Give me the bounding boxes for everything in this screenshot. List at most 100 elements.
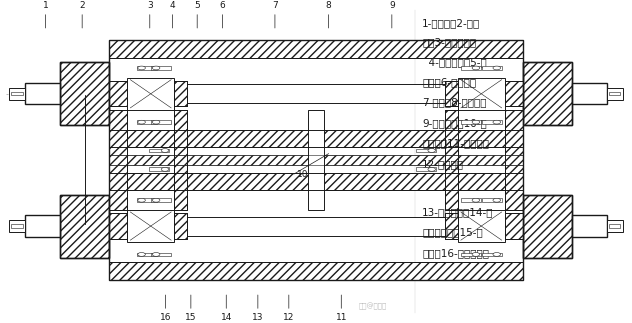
Bar [151, 120, 171, 124]
Bar [458, 210, 505, 242]
Bar [25, 83, 60, 105]
Circle shape [138, 66, 145, 70]
Bar [505, 214, 523, 239]
Text: 承挡圈；11-长轴套；: 承挡圈；11-长轴套； [422, 139, 489, 149]
Bar [461, 253, 481, 256]
Bar [572, 83, 607, 105]
Bar [482, 66, 502, 70]
Bar [445, 81, 458, 106]
Bar [174, 109, 187, 210]
Bar [609, 92, 620, 95]
Circle shape [138, 253, 145, 256]
Bar [174, 81, 187, 106]
Text: 套；3-油封轴套；: 套；3-油封轴套； [422, 37, 477, 47]
Text: 4: 4 [170, 1, 175, 10]
Circle shape [493, 253, 501, 256]
Bar [523, 194, 572, 257]
Text: 油孔；16-骨架油封，: 油孔；16-骨架油封， [422, 248, 489, 258]
Text: 2: 2 [80, 1, 85, 10]
Bar [60, 62, 109, 125]
Bar [60, 62, 109, 125]
Bar [607, 220, 623, 232]
Bar [505, 109, 523, 210]
Bar [109, 172, 523, 190]
Bar [109, 155, 523, 165]
Bar [607, 88, 623, 100]
Bar [109, 81, 127, 106]
Circle shape [493, 66, 501, 70]
Bar [523, 62, 572, 125]
Bar [109, 40, 523, 57]
Bar [174, 214, 187, 239]
Text: 13: 13 [252, 313, 264, 322]
Bar [482, 120, 502, 124]
Bar [445, 214, 458, 239]
Text: 7: 7 [272, 1, 278, 10]
Circle shape [152, 66, 160, 70]
Text: 1: 1 [42, 1, 49, 10]
Bar [461, 198, 481, 202]
Circle shape [493, 120, 501, 124]
Bar [609, 224, 620, 228]
Text: 承内圈垫圈；15-进: 承内圈垫圈；15-进 [422, 228, 483, 238]
Text: 12: 12 [283, 313, 295, 322]
Bar [523, 194, 572, 257]
Text: 14: 14 [221, 313, 232, 322]
Circle shape [428, 168, 435, 171]
Bar [25, 215, 60, 237]
Bar [11, 92, 23, 95]
Bar [572, 215, 607, 237]
Circle shape [152, 198, 160, 202]
Bar [109, 214, 127, 239]
Bar [109, 155, 523, 165]
Text: 15: 15 [185, 313, 197, 322]
Circle shape [428, 149, 435, 152]
Bar [458, 78, 505, 109]
Bar [505, 214, 523, 239]
Bar [151, 66, 171, 70]
Bar [523, 62, 572, 125]
Bar [109, 40, 523, 280]
Bar [60, 194, 109, 257]
Bar [187, 217, 445, 235]
Text: 9: 9 [389, 1, 395, 10]
Bar [109, 130, 523, 147]
Text: 16: 16 [160, 313, 171, 322]
Bar [137, 120, 157, 124]
Bar [505, 81, 523, 106]
Bar [505, 109, 523, 210]
Bar [174, 214, 187, 239]
Circle shape [472, 253, 480, 256]
Text: 9-锁紧螺母；10-轴: 9-锁紧螺母；10-轴 [422, 118, 487, 128]
Bar [445, 109, 458, 210]
Circle shape [152, 120, 160, 124]
Bar [174, 109, 187, 210]
Bar [461, 66, 481, 70]
Bar [127, 78, 174, 109]
Text: 3: 3 [147, 1, 153, 10]
Bar [445, 81, 458, 106]
Bar [416, 149, 435, 152]
Bar [149, 149, 169, 152]
Circle shape [472, 198, 480, 202]
Bar [109, 109, 127, 210]
Bar [109, 109, 127, 210]
Text: 10: 10 [297, 170, 308, 179]
Bar [482, 198, 502, 202]
Text: 5: 5 [194, 1, 200, 10]
Circle shape [493, 198, 501, 202]
Text: 知乎@小石头: 知乎@小石头 [359, 302, 387, 309]
Circle shape [161, 149, 169, 152]
Text: 8: 8 [325, 1, 332, 10]
Bar [137, 253, 157, 256]
Text: 12-长传动；: 12-长传动； [422, 159, 464, 169]
Text: 4-轴承端盖；5-回: 4-轴承端盖；5-回 [422, 57, 487, 68]
Bar [149, 168, 169, 171]
Bar [109, 130, 523, 147]
Bar [127, 210, 174, 242]
Bar [461, 120, 481, 124]
Text: 1-偏心块；2-短轴: 1-偏心块；2-短轴 [422, 18, 480, 28]
Bar [174, 81, 187, 106]
Text: 13-紧固螺钉；14-轴: 13-紧固螺钉；14-轴 [422, 207, 494, 217]
Text: 11: 11 [336, 313, 347, 322]
